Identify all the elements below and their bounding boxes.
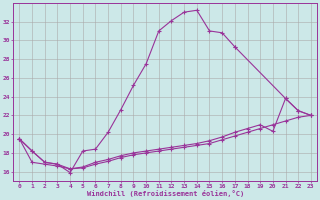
X-axis label: Windchill (Refroidissement éolien,°C): Windchill (Refroidissement éolien,°C) [86, 190, 244, 197]
